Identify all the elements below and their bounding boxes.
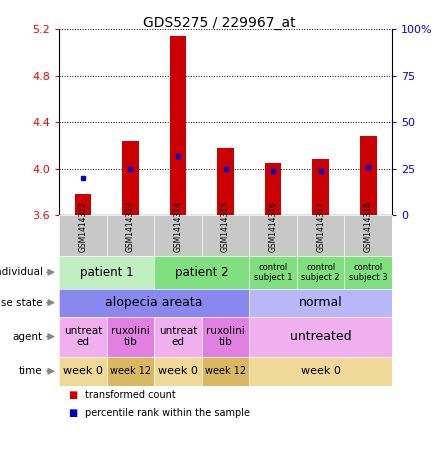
Text: week 0: week 0 [63,366,103,376]
Bar [74,194,91,215]
Text: GSM1414317: GSM1414317 [316,201,325,252]
Text: GSM1414318: GSM1414318 [364,201,373,252]
Text: ruxolini
tib: ruxolini tib [111,326,150,347]
Text: transformed count: transformed count [85,390,176,400]
Text: week 0: week 0 [158,366,198,376]
Text: untreat
ed: untreat ed [64,326,102,347]
Text: GSM1414316: GSM1414316 [268,201,278,252]
Bar [265,163,282,215]
Bar [122,141,139,215]
Text: GSM1414312: GSM1414312 [78,201,88,252]
Text: week 12: week 12 [205,366,246,376]
Text: individual: individual [0,267,42,277]
Text: time: time [19,366,42,376]
Text: untreated: untreated [290,330,351,343]
Text: alopecia areata: alopecia areata [106,296,203,309]
Text: percentile rank within the sample: percentile rank within the sample [85,408,251,418]
Text: control
subject 3: control subject 3 [349,263,388,282]
Text: ■: ■ [68,390,77,400]
Bar [217,148,234,215]
Text: untreat
ed: untreat ed [159,326,197,347]
Bar [360,136,377,215]
Text: agent: agent [12,332,42,342]
Text: control
subject 1: control subject 1 [254,263,293,282]
Bar [170,36,186,215]
Text: patient 1: patient 1 [80,266,134,279]
Text: GSM1414315: GSM1414315 [221,201,230,252]
Text: control
subject 2: control subject 2 [301,263,340,282]
Text: normal: normal [299,296,343,309]
Text: ■: ■ [68,408,77,418]
Text: week 12: week 12 [110,366,151,376]
Text: ruxolini
tib: ruxolini tib [206,326,245,347]
Text: week 0: week 0 [301,366,341,376]
Text: disease state: disease state [0,298,42,308]
Text: GSM1414313: GSM1414313 [126,201,135,252]
Text: GDS5275 / 229967_at: GDS5275 / 229967_at [143,16,295,30]
Text: patient 2: patient 2 [175,266,229,279]
Text: GSM1414314: GSM1414314 [173,201,183,252]
Bar [312,159,329,215]
